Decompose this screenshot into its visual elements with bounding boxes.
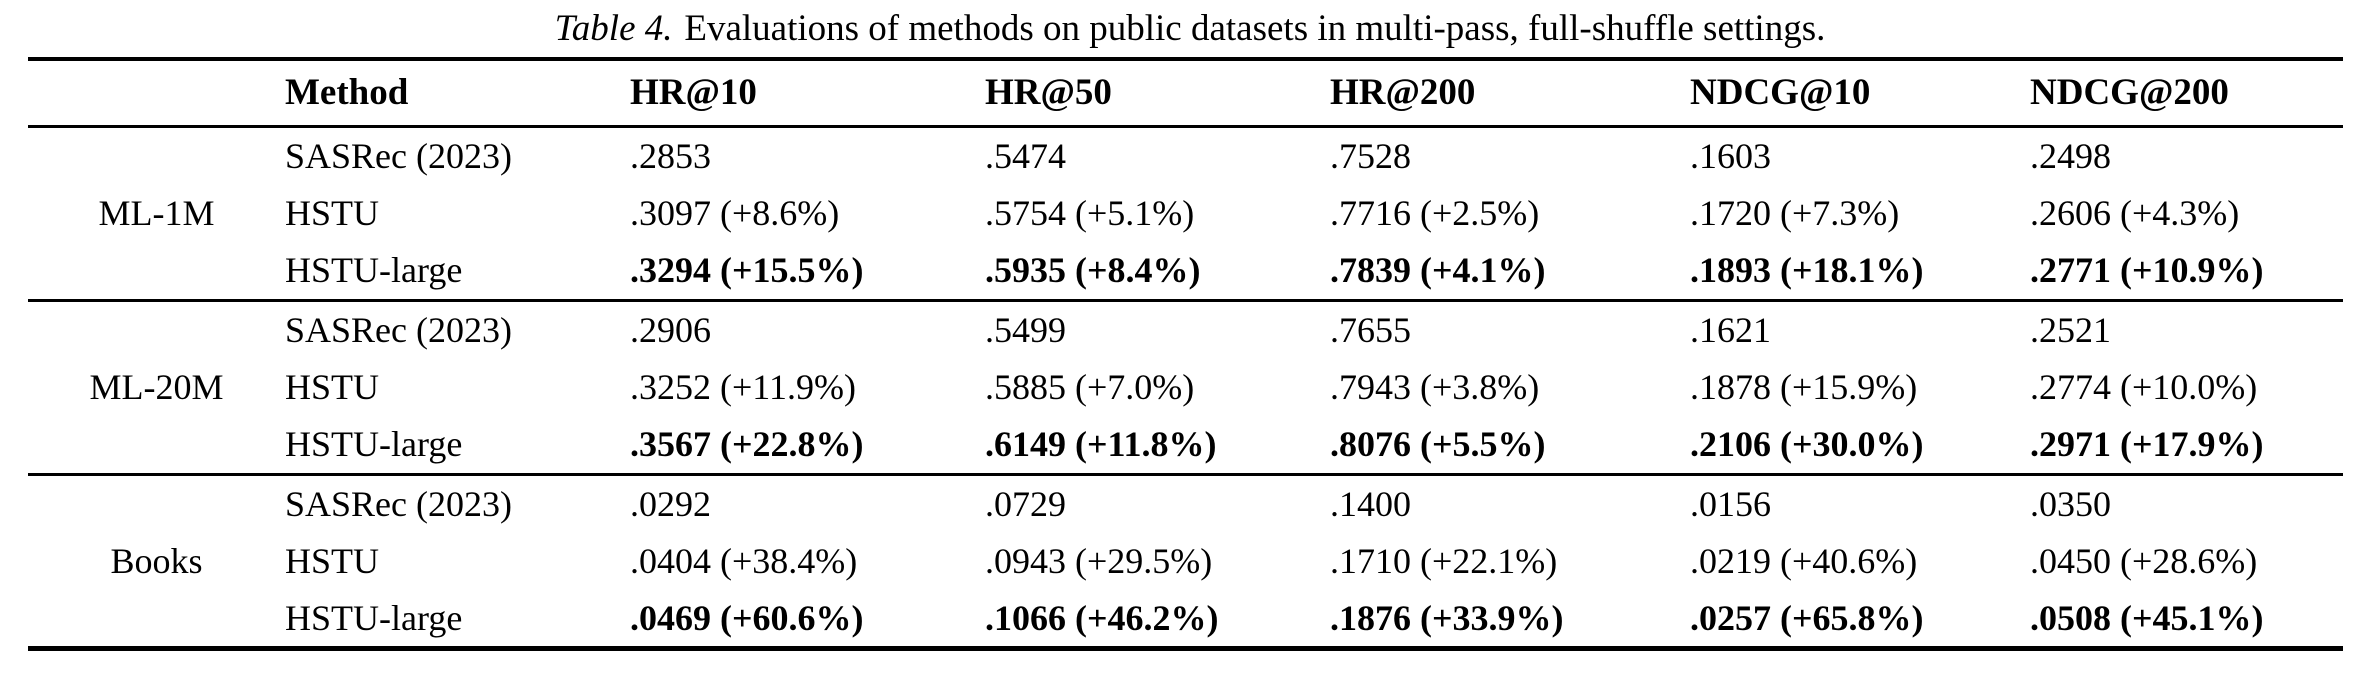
metric-value: .3567 (+22.8%) <box>630 424 864 465</box>
table-caption: Table 4. Evaluations of methods on public… <box>0 6 2380 52</box>
metric-value: .5499 <box>985 309 1066 350</box>
dataset-group: ML-1M SASRec (2023) .2853 .5474 .7528 .1603 .2… <box>28 126 2343 300</box>
metric-value: .2771 (+10.9%) <box>2030 250 2264 291</box>
metric-value: .7655 <box>1330 309 1411 350</box>
metric-value: .0257 (+65.8%) <box>1690 597 1924 638</box>
metric-value: .7716 (+2.5%) <box>1330 193 1540 233</box>
table-row: ML-1M SASRec (2023) .2853 .5474 .7528 .1603 .2… <box>28 126 2343 233</box>
table-row: HSTU .3252 (+11.9%) .5885 (+7.0%) .7943 (+3… <box>28 358 2343 416</box>
metric-value: .2906 <box>630 309 711 350</box>
method-label: HSTU-large <box>285 597 463 638</box>
header-corner-cell <box>28 59 285 126</box>
method-label: HSTU-large <box>285 424 463 465</box>
metric-value: .0943 (+29.5%) <box>985 541 1213 581</box>
method-label: HSTU <box>285 541 380 581</box>
metric-value: .7839 (+4.1%) <box>1330 250 1546 291</box>
column-header: Method <box>285 72 409 114</box>
metric-value: .1066 (+46.2%) <box>985 597 1219 638</box>
metric-value: .6149 (+11.8%) <box>985 424 1217 465</box>
metric-value: .0729 <box>985 483 1066 524</box>
column-header: HR@50 <box>985 72 1112 114</box>
dataset-label: ML-1M <box>98 193 215 233</box>
metric-value: .5935 (+8.4%) <box>985 250 1201 291</box>
column-header: NDCG@200 <box>2030 72 2229 114</box>
metric-value: .1878 (+15.9%) <box>1690 367 1918 407</box>
metric-value: .5885 (+7.0%) <box>985 367 1195 407</box>
metric-value: .0156 <box>1690 483 1771 524</box>
metric-value: .1893 (+18.1%) <box>1690 250 1924 291</box>
metric-value: .5474 <box>985 135 1066 176</box>
table-row: HSTU .0404 (+38.4%) .0943 (+29.5%) .1710 (+… <box>28 532 2343 590</box>
metric-value: .2521 <box>2030 309 2111 350</box>
metric-value: .8076 (+5.5%) <box>1330 424 1546 465</box>
method-label: SASRec (2023) <box>285 483 512 524</box>
table-row: ML-20M SASRec (2023) .2906 .5499 .7655 .1621.… <box>28 300 2343 407</box>
metric-value: .3294 (+15.5%) <box>630 250 864 291</box>
metric-value: .3252 (+11.9%) <box>630 367 856 407</box>
metric-value: .1710 (+22.1%) <box>1330 541 1558 581</box>
metric-value: .1603 <box>1690 135 1771 176</box>
table-caption-label: Table 4. <box>554 8 673 49</box>
method-label: HSTU <box>285 193 380 233</box>
metric-value: .3097 (+8.6%) <box>630 193 840 233</box>
metric-value: .5754 (+5.1%) <box>985 193 1195 233</box>
metric-value: .0450 (+28.6%) <box>2030 541 2258 581</box>
dataset-group: ML-20M SASRec (2023) .2906 .5499 .7655 .1621.… <box>28 300 2343 474</box>
metric-value: .1876 (+33.9%) <box>1330 597 1564 638</box>
metric-value: .0219 (+40.6%) <box>1690 541 1918 581</box>
dataset-group: Books SASRec (2023) .0292 .0729 .1400 .0156 .0… <box>28 474 2343 648</box>
metric-value: .0292 <box>630 483 711 524</box>
header-row: Method HR@10 HR@50 HR@200 NDCG@10 NDCG@200 <box>28 59 2343 126</box>
table-row: HSTU-large .0469 (+60.6%) .1066 (+46.2%) .1… <box>28 590 2343 648</box>
method-label: HSTU <box>285 367 380 407</box>
metric-value: .0404 (+38.4%) <box>630 541 858 581</box>
table-header: Method HR@10 HR@50 HR@200 NDCG@10 NDCG@200 <box>28 59 2343 126</box>
metric-value: .0350 <box>2030 483 2111 524</box>
method-label: HSTU-large <box>285 250 463 291</box>
table-row: Books SASRec (2023) .0292 .0729 .1400 .0156 .0… <box>28 474 2343 581</box>
dataset-label: ML-20M <box>89 367 224 407</box>
metric-value: .1720 (+7.3%) <box>1690 193 1900 233</box>
method-label: SASRec (2023) <box>285 135 512 176</box>
metric-value: .1621 <box>1690 309 1771 350</box>
dataset-label: Books <box>110 540 203 581</box>
column-header: HR@10 <box>630 72 757 114</box>
table-row: HSTU .3097 (+8.6%) .5754 (+5.1%) .7716 (+2.… <box>28 184 2343 242</box>
column-header: HR@200 <box>1330 72 1476 114</box>
metric-value: .2606 (+4.3%) <box>2030 193 2240 233</box>
table-caption-text: Evaluations of methods on public dataset… <box>684 8 1826 49</box>
column-header: NDCG@10 <box>1690 72 1871 114</box>
metric-value: .7943 (+3.8%) <box>1330 367 1540 407</box>
metric-value: .2106 (+30.0%) <box>1690 424 1924 465</box>
metric-value: .2774 (+10.0%) <box>2030 367 2258 407</box>
metric-value: .0469 (+60.6%) <box>630 597 864 638</box>
table-row: HSTU-large .3294 (+15.5%) .5935 (+8.4%) .78… <box>28 242 2343 300</box>
metric-value: .2971 (+17.9%) <box>2030 424 2264 465</box>
metric-value: .2498 <box>2030 135 2111 176</box>
metric-value: .7528 <box>1330 135 1411 176</box>
method-label: SASRec (2023) <box>285 309 512 350</box>
table-row: HSTU-large .3567 (+22.8%) .6149 (+11.8%) .8… <box>28 416 2343 474</box>
metric-value: .1400 <box>1330 483 1411 524</box>
metric-value: .2853 <box>630 135 711 176</box>
metric-value: .0508 (+45.1%) <box>2030 597 2264 638</box>
results-table: Method HR@10 HR@50 HR@200 NDCG@10 NDCG@200 ML… <box>28 57 2343 651</box>
